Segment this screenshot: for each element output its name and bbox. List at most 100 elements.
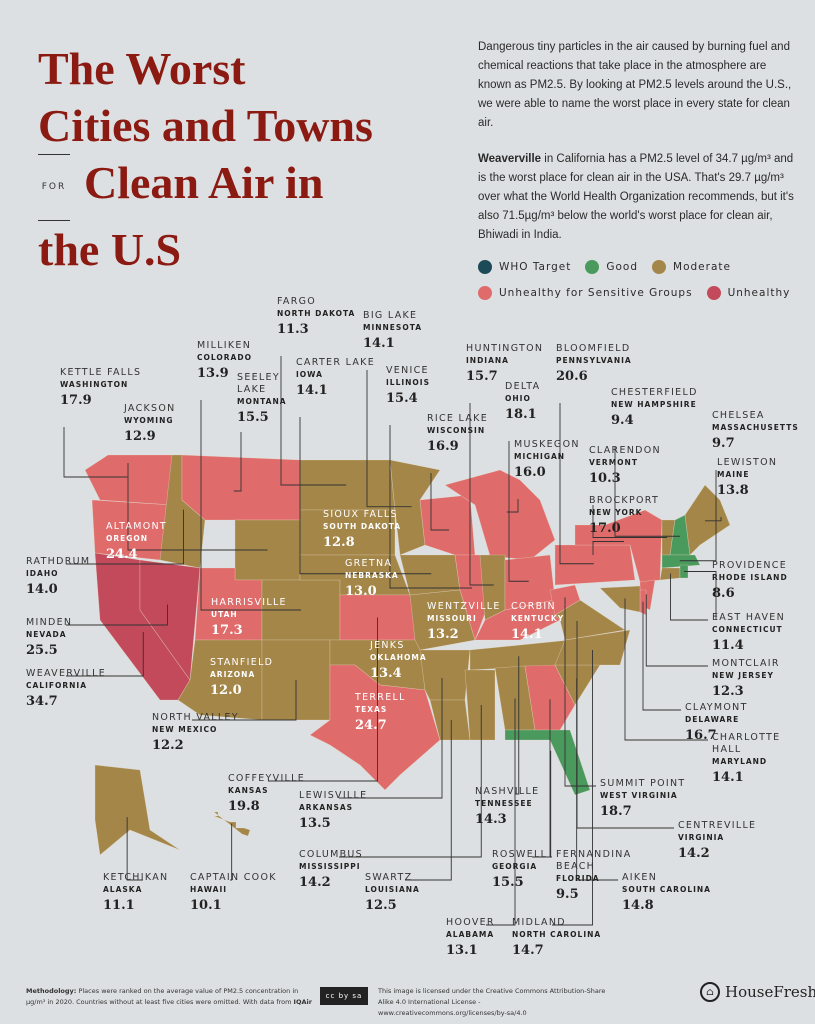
city-label-nashville: Nashville Tennessee 14.3 — [475, 786, 539, 830]
state-maryland — [599, 585, 641, 613]
city-state: New Mexico — [152, 725, 218, 734]
intro-paragraph-2: Weaverville in California has a PM2.5 le… — [478, 150, 796, 245]
legend-swatch — [478, 286, 492, 300]
city-state: Utah — [211, 610, 238, 619]
leader-line — [233, 432, 242, 492]
city-value: 11.3 — [277, 322, 309, 337]
city-city: Chesterfield — [611, 387, 698, 398]
city-label-north-valley: North Valley New Mexico 12.2 — [152, 712, 239, 756]
city-state: Kentucky — [511, 614, 565, 623]
city-city: Claymont — [685, 702, 748, 713]
city-label-altamont: Altamont Oregon 24.4 — [106, 521, 167, 565]
title-line: FOR Clean Air in — [38, 154, 463, 221]
leader-line — [614, 447, 680, 537]
city-city: Muskegon — [514, 439, 580, 450]
leader-line — [389, 425, 472, 589]
city-city: North Valley — [152, 712, 239, 723]
leader-line — [624, 598, 708, 741]
leader-line — [268, 617, 378, 782]
city-label-roswell: Roswell Georgia 15.5 — [492, 849, 547, 893]
city-state: Maryland — [712, 757, 768, 766]
city-city: Roswell — [492, 849, 548, 860]
city-value: 17.0 — [589, 521, 621, 536]
city-city: Stanfield — [210, 657, 274, 668]
city-city: Gretna — [345, 558, 393, 569]
city-value: 10.1 — [190, 898, 222, 913]
city-value: 17.3 — [211, 623, 243, 638]
source-link[interactable]: IQAir — [293, 998, 312, 1006]
leader-line — [679, 470, 717, 562]
city-state: Alaska — [103, 885, 143, 894]
city-state: Iowa — [296, 370, 323, 379]
leader-line — [469, 403, 494, 586]
city-value: 13.2 — [427, 627, 459, 642]
city-label-bloomfield: Bloomfield Pennsylvania 20.6 — [556, 343, 632, 387]
leader-line — [576, 678, 618, 881]
city-label-fernandina-beach: Fernandina Beach Florida 9.5 — [556, 849, 636, 905]
city-state: Arkansas — [299, 803, 354, 812]
city-state: Oregon — [106, 534, 149, 543]
state-washington — [84, 454, 173, 506]
legend-item-who: WHO Target — [478, 260, 571, 274]
leader-line — [552, 650, 593, 926]
city-city: Chelsea — [712, 410, 765, 421]
state-wisconsin — [419, 494, 476, 556]
city-label-midland: Midland North Carolina 14.7 — [512, 917, 601, 961]
city-value: 12.5 — [365, 898, 397, 913]
methodology-text: Places were ranked on the average value … — [26, 987, 299, 1006]
leader-line — [66, 631, 144, 677]
city-city: Big Lake — [363, 310, 418, 321]
leader-line — [592, 505, 668, 538]
city-value: 24.7 — [355, 718, 387, 733]
city-value: 12.3 — [712, 684, 744, 699]
city-city: Huntington — [466, 343, 544, 354]
state-connecticut — [659, 567, 681, 581]
city-city: Rice Lake — [427, 413, 488, 424]
legend-label: Unhealthy — [727, 287, 791, 299]
city-label-milliken: Milliken Colorado 13.9 — [197, 340, 252, 384]
city-state: Minnesota — [363, 323, 423, 332]
city-value: 16.9 — [427, 439, 459, 454]
city-state: Texas — [355, 705, 388, 714]
city-city: Swartz — [365, 872, 413, 883]
city-label-harrisville: Harrisville Utah 17.3 — [211, 597, 287, 641]
legend-label: Unhealthy for Sensitive Groups — [499, 287, 693, 299]
state-arkansas — [419, 649, 471, 701]
legend-swatch — [652, 260, 667, 274]
city-value: 14.3 — [475, 812, 507, 827]
city-value: 13.1 — [446, 943, 478, 958]
leader-line — [200, 400, 301, 611]
city-label-rice-lake: Rice Lake Wisconsin 16.9 — [427, 413, 488, 457]
state-florida — [504, 729, 591, 796]
city-state: Hawaii — [190, 885, 228, 894]
city-state: Connecticut — [712, 625, 783, 634]
leader-line — [670, 573, 708, 621]
city-value: 13.9 — [197, 366, 229, 381]
city-city: Terrell — [355, 692, 406, 703]
city-state: Nebraska — [345, 571, 399, 580]
leader-line — [684, 571, 717, 620]
city-state: North Carolina — [512, 930, 602, 939]
methodology-note: Methodology: Places were ranked on the a… — [26, 986, 316, 1008]
cc-license-badge: cc by sa — [320, 987, 368, 1005]
intro-paragraph-1: Dangerous tiny particles in the air caus… — [478, 41, 792, 129]
leader-line — [127, 463, 268, 551]
city-state: Delaware — [685, 715, 740, 724]
city-value: 13.8 — [717, 483, 749, 498]
city-value: 18.1 — [505, 407, 537, 422]
city-city: Corbin — [511, 601, 556, 612]
city-value: 17.9 — [60, 393, 92, 408]
city-value: 14.1 — [511, 627, 543, 642]
city-city: Jackson — [124, 403, 176, 414]
leader-line — [66, 509, 184, 565]
city-value: 15.5 — [237, 410, 269, 425]
city-label-weaverville: Weaverville California 34.7 — [26, 668, 106, 712]
methodology-label: Methodology: — [26, 987, 77, 995]
city-value: 14.0 — [26, 582, 58, 597]
city-city: Kettle Falls — [60, 367, 142, 378]
city-city: Captain Cook — [190, 872, 277, 883]
legend-item-moderate: Moderate — [652, 260, 731, 274]
city-label-lewiston: Lewiston Maine 13.8 — [717, 457, 777, 501]
leader-line — [366, 370, 412, 508]
city-label-wentzville: Wentzville Missouri 13.2 — [427, 601, 501, 645]
